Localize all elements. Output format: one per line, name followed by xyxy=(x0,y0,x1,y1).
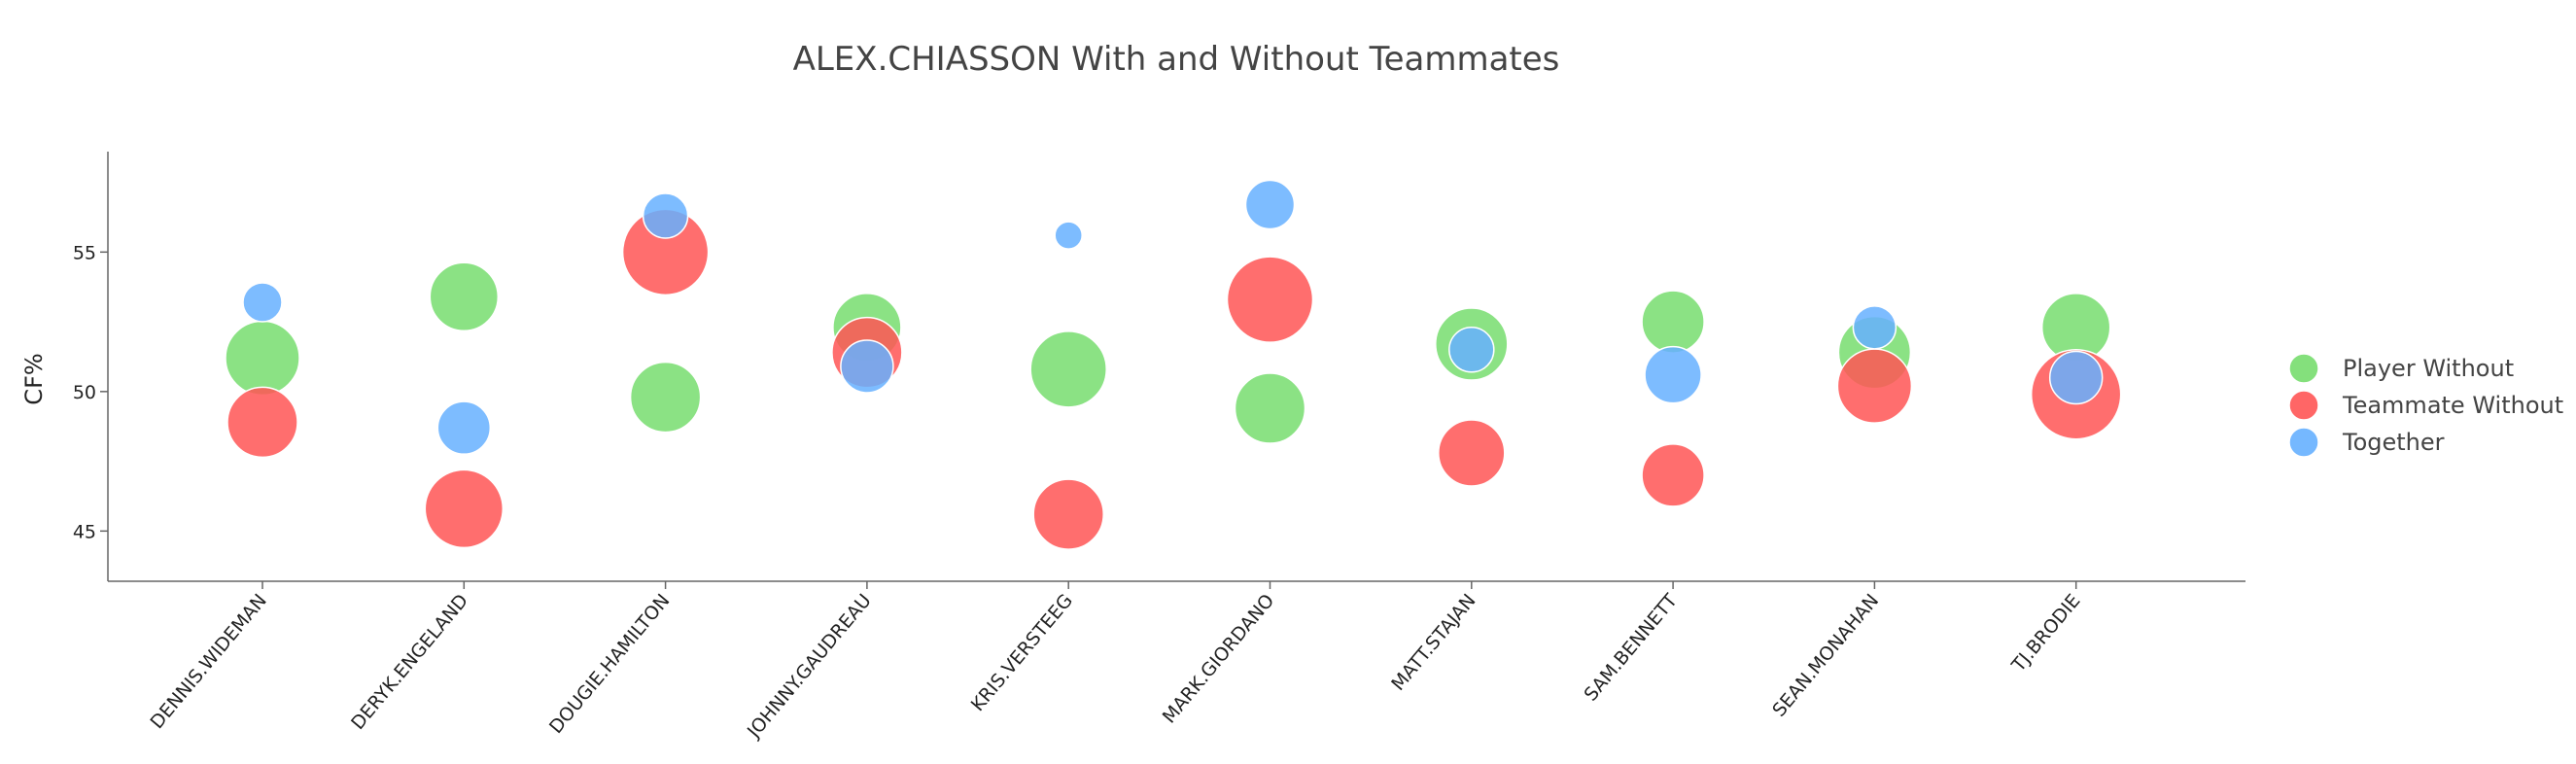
x-tick-label: MATT.STAJAN xyxy=(1387,590,1479,695)
bubble-player-without xyxy=(225,320,300,397)
x-ticks: DENNIS.WIDEMAN DERYK.ENGELAND DOUGIE.HAMIL… xyxy=(147,581,2085,743)
chart-title: ALEX.CHIASSON With and Without Teammates xyxy=(793,40,1560,79)
bubble-player-without xyxy=(1234,372,1306,444)
bubble-together xyxy=(1852,305,1897,350)
y-tick-label: 45 xyxy=(73,521,96,542)
bubble-teammate-without xyxy=(424,469,505,549)
legend-label-together: Together xyxy=(2342,429,2445,456)
x-tick-label: SEAN.MONAHAN xyxy=(1768,590,1883,721)
bubble-together xyxy=(1644,345,1702,404)
plot-area: 45 50 55 DENNIS.WIDEMAN DERYK.ENGELAND DOUGI… xyxy=(73,152,2245,743)
bubble-player-without xyxy=(1641,290,1705,354)
bubble-teammate-without xyxy=(1641,443,1705,507)
bubble-teammate-without xyxy=(226,386,298,459)
x-tick-label: TJ.BRODIE xyxy=(2007,590,2085,677)
legend-marker-player-without xyxy=(2288,353,2319,384)
bubble-together xyxy=(242,282,283,323)
bubble-player-without xyxy=(429,261,500,331)
bubble-together xyxy=(1244,179,1296,230)
bubble-teammate-without xyxy=(1032,478,1104,550)
x-tick-label: DOUGIE.HAMILTON xyxy=(545,590,674,738)
x-tick-label: MARK.GIORDANO xyxy=(1159,590,1279,727)
bubble-player-without xyxy=(629,361,702,434)
bubble-teammate-without xyxy=(1438,419,1506,487)
bubble-together xyxy=(1054,221,1083,250)
legend-label-player-without: Player Without xyxy=(2343,355,2514,382)
legend-marker-teammate-without xyxy=(2288,390,2319,421)
y-axis-title: CF% xyxy=(20,353,48,404)
bubble-together xyxy=(642,192,689,239)
y-ticks: 45 50 55 xyxy=(73,242,108,542)
bubble-together xyxy=(436,400,492,455)
legend-marker-together xyxy=(2288,427,2319,458)
bubble-player-without xyxy=(1029,330,1107,408)
bubble-together xyxy=(840,339,894,394)
x-tick-label: DENNIS.WIDEMAN xyxy=(147,590,271,733)
y-tick-label: 50 xyxy=(73,382,96,403)
bubbles xyxy=(225,179,2122,550)
y-tick-label: 55 xyxy=(73,242,96,263)
bubble-teammate-without xyxy=(1836,348,1913,424)
bubble-together xyxy=(2048,350,2104,405)
x-tick-label: SAM.BENNETT xyxy=(1581,590,1683,706)
x-tick-label: KRIS.VERSTEEG xyxy=(967,590,1077,715)
x-tick-label: JOHNNY.GAUDREAU xyxy=(743,590,876,743)
bubble-teammate-without xyxy=(1226,256,1314,343)
x-tick-label: DERYK.ENGELAND xyxy=(347,590,472,734)
legend-label-teammate-without: Teammate Without xyxy=(2342,392,2563,419)
legend: Player Without Teammate Without Together xyxy=(2288,353,2563,458)
bubble-together xyxy=(1448,327,1495,373)
